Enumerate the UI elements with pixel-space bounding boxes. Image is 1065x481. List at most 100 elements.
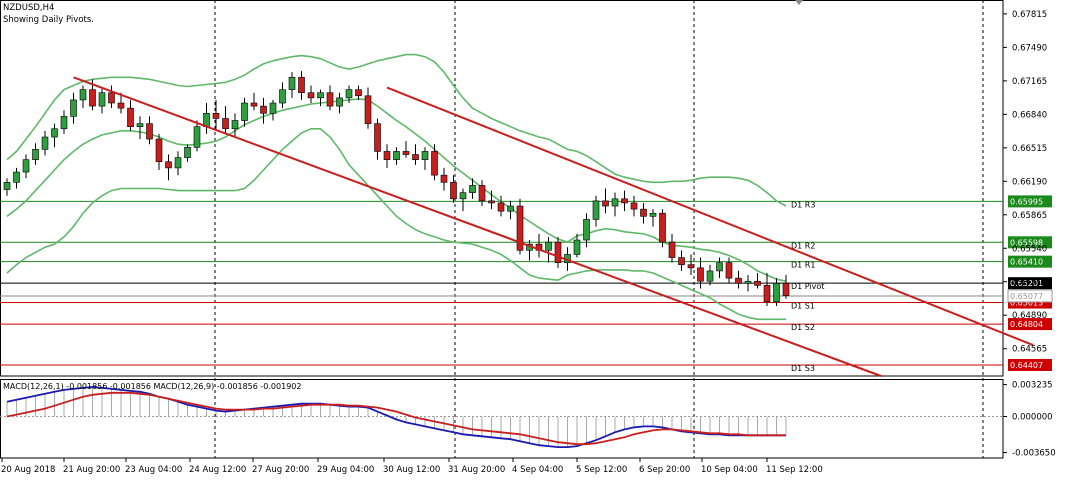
- candle-body: [307, 92, 315, 99]
- time-tick-label: 27 Aug 20:00: [252, 465, 309, 475]
- candle-body: [364, 95, 372, 124]
- pivot-price-label: 0.65013: [1010, 299, 1043, 308]
- candle-body: [640, 208, 647, 217]
- candle-body: [212, 113, 220, 119]
- trend-line: [73, 76, 882, 377]
- candle-body: [697, 267, 704, 282]
- candle-body: [269, 102, 277, 114]
- candle-body: [583, 219, 590, 241]
- time-tick-label: 21 Aug 20:00: [63, 465, 120, 475]
- candle-body: [184, 147, 191, 158]
- symbol-label: NZDUSD,H4: [3, 3, 54, 13]
- candle-body: [222, 118, 229, 130]
- candle-body: [60, 116, 68, 130]
- pivot-label: D1 R3: [791, 200, 815, 209]
- pivot-price-badge: [1008, 255, 1052, 268]
- pivot-label: D1 R2: [791, 241, 815, 250]
- pivot-label: D1 R1: [791, 261, 815, 270]
- bollinger-bands: [6, 53, 787, 321]
- candle-body: [374, 123, 381, 152]
- candle-body: [573, 239, 581, 255]
- pivot-label: D1 S3: [791, 364, 815, 373]
- candle-body: [602, 200, 609, 207]
- candle-body: [108, 92, 115, 104]
- time-tick-label: 11 Sep 12:00: [766, 465, 823, 475]
- macd-label: MACD(12,26,1) -0.001856 -0.001856 MACD(1…: [3, 382, 301, 391]
- grid-layer: [0, 0, 1004, 459]
- candle-body: [725, 262, 733, 279]
- candle-body: [326, 92, 334, 107]
- price-tick-label: 0.64565: [1012, 345, 1047, 355]
- price-tick-label: 0.66840: [1012, 110, 1047, 120]
- current-price-badge: [1007, 289, 1053, 303]
- candle-body: [193, 126, 201, 148]
- candle-body: [754, 280, 761, 286]
- candle-body: [288, 76, 296, 90]
- candle-body: [146, 123, 153, 140]
- time-tick-label: 23 Aug 04:00: [125, 465, 182, 475]
- candle-body: [716, 262, 723, 272]
- macd-panel: [0, 385, 1003, 449]
- candle-body: [41, 136, 49, 150]
- candle-body: [611, 198, 619, 207]
- trend-line: [386, 86, 1034, 347]
- candle-body: [450, 182, 457, 200]
- pivot-price-badge: [1008, 358, 1052, 371]
- candle-body: [89, 89, 96, 107]
- price-tick-label: 0.67815: [1012, 10, 1047, 20]
- time-tick-label: 6 Sep 20:00: [639, 465, 690, 475]
- candle-body: [127, 107, 134, 128]
- price-tick-label: 0.64890: [1012, 311, 1047, 321]
- candle-body: [70, 99, 77, 117]
- bollinger-middle-line: [6, 98, 787, 282]
- macd-main-line: [6, 385, 786, 449]
- candle-body: [459, 192, 467, 200]
- axes: 0.67815 0.67490 0.67165 0.66840 0.66515 0.661…: [1, 10, 1056, 475]
- candle-body: [412, 154, 419, 160]
- candle-body: [507, 205, 514, 212]
- candle-body: [431, 151, 438, 176]
- candle-body: [136, 123, 144, 128]
- candle-body: [687, 264, 695, 269]
- pivot-price-label: 0.65995: [1010, 197, 1043, 206]
- pivot-price-badge: [1008, 318, 1052, 331]
- candle-body: [516, 205, 524, 251]
- pivot-price-label: 0.65598: [1010, 238, 1043, 247]
- candle-body: [3, 182, 11, 190]
- price-tick-label: 0.65865: [1012, 211, 1047, 221]
- time-tick-label: 24 Aug 12:00: [189, 465, 246, 475]
- candle-body: [668, 241, 676, 258]
- candle-body: [440, 174, 448, 183]
- candle-body: [231, 120, 239, 130]
- candle-body: [554, 241, 562, 263]
- candle-body: [279, 89, 286, 104]
- time-tick-label: 29 Aug 04:00: [317, 465, 374, 475]
- time-tick-label: 10 Sep 04:00: [701, 465, 758, 475]
- candle-body: [165, 161, 172, 169]
- candle-body: [336, 97, 343, 107]
- price-tick-label: 0.67490: [1012, 43, 1047, 53]
- candle-body: [678, 257, 685, 266]
- pivot-price-label: 0.64804: [1010, 320, 1043, 329]
- candle-body: [155, 138, 163, 163]
- macd-signal-line: [6, 391, 786, 446]
- price-tick-label: 0.65215: [1012, 278, 1047, 288]
- pivot-price-badge: [1008, 236, 1052, 249]
- candle-body: [241, 102, 248, 121]
- pivot-price-badge: [1008, 277, 1052, 290]
- candle-body: [630, 202, 638, 210]
- candle-body: [32, 149, 39, 160]
- bollinger-lower-line: [6, 128, 786, 321]
- candle-body: [51, 128, 58, 138]
- macd-tick-label: 0.000000: [1012, 413, 1053, 423]
- candle-body: [659, 212, 666, 243]
- candle-body: [79, 89, 87, 101]
- time-tick-label: 31 Aug 20:00: [448, 465, 505, 475]
- pivot-price-label: 0.64407: [1010, 361, 1043, 370]
- candle-body: [706, 270, 714, 282]
- candle-body: [402, 151, 410, 155]
- scroll-marker-icon: [795, 0, 803, 5]
- candle-body: [260, 105, 267, 114]
